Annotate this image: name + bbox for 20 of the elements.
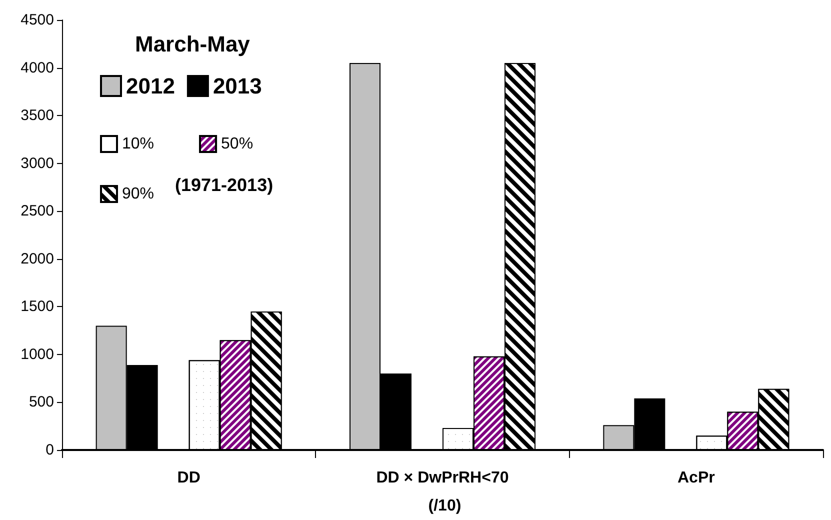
x-tick-label: DD × DwPrRH<70 (/10): [376, 470, 509, 514]
legend-label: 90%: [122, 186, 154, 202]
annotation: (1971-2013): [175, 175, 274, 195]
legend-label: 10%: [122, 136, 154, 152]
x-tick-label: DD: [177, 470, 200, 486]
y-tick-label: 0: [46, 442, 54, 458]
legend-label: 50%: [221, 136, 254, 152]
y-tick-label: 4500: [20, 12, 54, 28]
legend-label: 2012: [126, 74, 175, 98]
x-tick-label: AcPr: [677, 470, 715, 486]
y-tick-label: 2500: [20, 202, 54, 220]
y-tick-label: 3000: [20, 154, 54, 172]
legend-title: March-May: [135, 32, 251, 56]
y-tick-label: 2000: [20, 250, 54, 268]
y-tick-label: 3500: [20, 107, 54, 124]
legend-label: 2013: [212, 74, 262, 98]
y-tick-label: 1000: [20, 346, 54, 363]
y-tick-label: 500: [28, 394, 54, 411]
y-tick-label: 4000: [20, 59, 54, 76]
y-tick-label: 1500: [20, 298, 54, 316]
